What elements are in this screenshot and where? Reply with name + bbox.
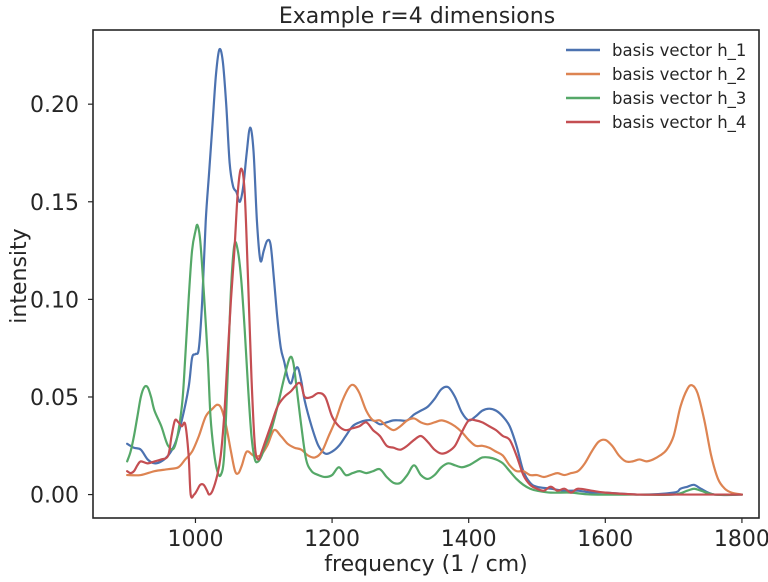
- x-axis: 1000 1200 1400 1600 1800: [167, 518, 768, 552]
- x-axis-label: frequency (1 / cm): [324, 552, 527, 577]
- x-tick-label: 1000: [167, 527, 223, 552]
- x-tick-label: 1400: [441, 527, 497, 552]
- y-tick-label: 0.05: [30, 386, 79, 411]
- series-line-h4: [126, 167, 744, 499]
- x-tick-label: 1600: [577, 527, 633, 552]
- y-tick-label: 0.00: [30, 484, 79, 509]
- y-tick-label: 0.15: [30, 191, 79, 216]
- plot-area: [126, 47, 744, 499]
- legend-label: basis vector h_1: [612, 41, 746, 61]
- chart-title: Example r=4 dimensions: [279, 4, 555, 29]
- x-tick-label: 1800: [714, 527, 768, 552]
- legend-label: basis vector h_2: [612, 65, 746, 85]
- series-line-h3: [126, 223, 744, 496]
- legend-label: basis vector h_3: [612, 89, 746, 109]
- y-axis: 0.00 0.05 0.10 0.15 0.20: [30, 93, 93, 509]
- y-axis-label: intensity: [7, 228, 32, 323]
- x-tick-label: 1200: [304, 527, 360, 552]
- y-tick-label: 0.20: [30, 93, 79, 118]
- y-tick-label: 0.10: [30, 288, 79, 313]
- plot-frame: [92, 29, 760, 519]
- legend-label: basis vector h_4: [612, 113, 746, 133]
- series-line-h2: [126, 383, 744, 496]
